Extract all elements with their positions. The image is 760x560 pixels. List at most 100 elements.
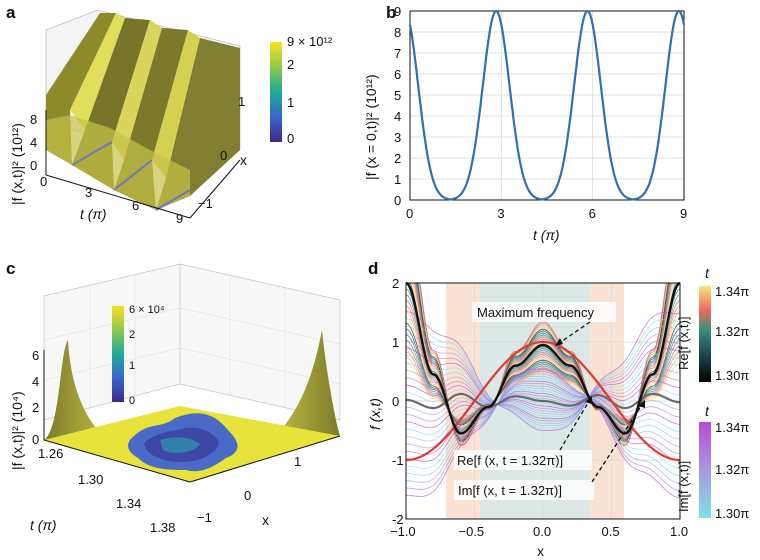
panel-c-ttick-134: 1.34 (116, 496, 141, 511)
panel-a-cb-0: 0 (287, 131, 294, 146)
panel-c-x-axis (189, 435, 341, 483)
panel-a-surface (46, 13, 240, 211)
panel-d-yticks: -2 -1 0 1 2 (392, 276, 404, 527)
panel-d-im-trace (405, 380, 681, 410)
panel-d-series-im (405, 392, 681, 410)
panel-c-ztick-4: 4 (32, 374, 39, 389)
panel-d-ytick-label: 2 (392, 276, 399, 291)
panel-d-xtick-label: −0.5 (459, 524, 485, 539)
panel-c-cb-2: 2 (129, 329, 135, 341)
panel-c-colorbar (112, 306, 124, 402)
panel-c-ztick-6: 6 (32, 348, 39, 363)
panel-d-cb-re-label: Re[f (x,t)] (676, 317, 691, 370)
panel-b: b 0 1 2 3 4 5 6 7 8 9 0 3 6 9 t (π) |f (x = 0,t)|² (… (363, 3, 687, 243)
panel-c-xtick-0: 0 (244, 488, 251, 503)
panel-b-grid (409, 10, 685, 201)
panel-d-im-trace (406, 373, 680, 412)
panel-d-ann-re: Re[f (x, t = 1.32π)] (457, 453, 563, 468)
panel-d-im-trace (405, 384, 681, 449)
panel-b-ytick-label: 3 (394, 130, 401, 145)
panel-a-colorbar (270, 42, 282, 142)
panel-d-cb-im-t2: 1.32π (715, 462, 749, 477)
panel-c-cb-top: 6 × 10⁴ (129, 304, 165, 316)
panel-a-ttick-9: 9 (176, 211, 183, 226)
panel-a-z-label: |f (x,t)|² (10¹²) (9, 123, 25, 205)
panel-a-t-axis (45, 174, 191, 219)
panel-b-frame (409, 10, 685, 201)
panel-d-im-trace (405, 392, 681, 422)
panel-d: d -2 -1 0 1 2 −1.0 −0.5 0.0 0.5 1.0 Maximum freq… (367, 259, 749, 559)
panel-b-xticks: 0 3 6 9 (406, 206, 687, 221)
panel-a: a 8 4 0 0 3 6 9 −1 0 1 x (6, 3, 333, 226)
panel-d-series-maxfreq (406, 340, 680, 462)
panel-b-ytick-label: 6 (394, 67, 401, 82)
panel-d-im-trace (406, 394, 680, 415)
panel-d-ytick-label: -1 (392, 453, 404, 468)
panel-d-arrow-re (559, 395, 593, 451)
panel-b-ytick-label: 5 (394, 88, 401, 103)
panel-d-cb-re (699, 286, 711, 382)
panel-c-x-label: x (262, 512, 269, 528)
panel-d-im-trace (406, 378, 681, 469)
panel-b-xtick-label: 6 (589, 206, 596, 221)
panel-d-xtick-label: 0.0 (533, 524, 551, 539)
panel-d-letter: d (368, 259, 378, 278)
panel-d-ann-im: Im[f (x, t = 1.32π)] (458, 483, 562, 498)
panel-d-im-trace (406, 325, 681, 426)
panel-d-xtick-label: 0.5 (602, 524, 620, 539)
panel-d-cb-im-label: Im[f (x,t)] (676, 461, 691, 512)
panel-d-im-trace (406, 347, 680, 420)
panel-d-im-trace (405, 376, 680, 477)
panel-d-im-trace (406, 368, 681, 499)
panel-a-xtick-m1: −1 (198, 196, 213, 211)
panel-d-ytick-label: 0 (392, 394, 399, 409)
panel-d-im-trace (405, 380, 681, 462)
panel-b-xtick-label: 9 (680, 206, 687, 221)
panel-a-cb-2: 2 (287, 57, 294, 72)
panel-b-xtick-label: 3 (497, 206, 504, 221)
panel-d-xtick-label: −1.0 (390, 524, 416, 539)
panel-b-ytick-label: 1 (394, 172, 401, 187)
panel-d-im-trace (406, 373, 681, 484)
panel-d-im-trace (405, 340, 681, 422)
panel-d-x-label: x (537, 543, 544, 559)
panel-d-im-trace (406, 311, 681, 431)
panel-a-ttick-3: 3 (85, 185, 92, 200)
panel-d-series-re (405, 281, 681, 435)
panel-b-xtick-label: 0 (406, 206, 413, 221)
panel-d-cb-im-var: t (705, 403, 710, 419)
panel-d-xticks: −1.0 −0.5 0.0 0.5 1.0 (390, 524, 688, 539)
panel-a-t-label: t (π) (80, 206, 106, 222)
panel-d-frame (405, 282, 681, 520)
panel-c-xtick-m1: −1 (197, 510, 212, 525)
panel-d-arrow-im (591, 399, 646, 483)
panel-d-cb-im-t1: 1.34π (715, 420, 749, 435)
panel-a-x-label: x (240, 152, 247, 168)
panel-c-letter: c (6, 259, 15, 278)
panel-a-xtick-0: 0 (220, 148, 227, 163)
panel-a-ttick-0: 0 (40, 174, 47, 189)
panel-d-cb-im (699, 422, 711, 518)
panel-d-cb-re-var: t (705, 265, 710, 281)
panel-a-cb-1: 1 (287, 95, 294, 110)
panel-a-xtick-1: 1 (238, 94, 245, 109)
panel-a-cb-top: 9 × 10¹² (287, 34, 333, 49)
panel-d-im-trace (405, 318, 680, 429)
panel-a-ztick-4: 4 (30, 135, 37, 150)
panel-b-ytick-label: 4 (394, 109, 401, 124)
panel-d-im-trace (406, 387, 680, 408)
panel-c-ttick-130: 1.30 (78, 472, 103, 487)
panel-d-ytick-label: 1 (392, 335, 399, 350)
panel-b-ytick-label: 2 (394, 151, 401, 166)
panel-a-letter: a (6, 3, 16, 22)
panel-a-x-axis (189, 159, 241, 219)
panel-c-z-label: |f (x,t)|² (10⁴) (9, 391, 25, 470)
panel-a-ztick-8: 8 (30, 112, 37, 127)
panel-b-ytick-label: 8 (394, 25, 401, 40)
panel-d-im-trace (405, 371, 680, 491)
panel-a-ttick-6: 6 (132, 198, 139, 213)
panel-b-ytick-label: 0 (394, 193, 401, 208)
panel-b-ytick-label: 9 (394, 4, 401, 19)
panel-c-backbox (43, 263, 341, 421)
panel-b-x-label: t (π) (533, 227, 559, 243)
